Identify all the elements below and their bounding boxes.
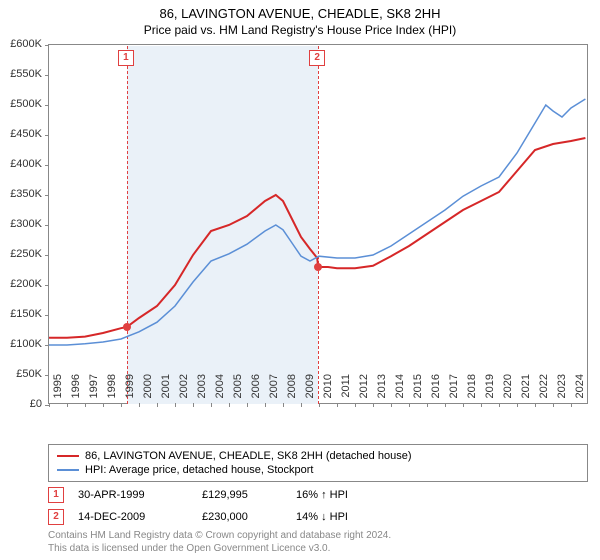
x-axis-label: 2012	[358, 374, 370, 408]
sale-dot-icon	[123, 323, 131, 331]
footer-attribution: Contains HM Land Registry data © Crown c…	[48, 530, 588, 555]
marker-icon: 2	[48, 509, 64, 525]
x-axis-label: 1996	[70, 374, 82, 408]
y-axis-label: £350K	[0, 188, 42, 200]
y-axis-label: £50K	[0, 368, 42, 380]
transaction-price: £230,000	[202, 511, 282, 523]
transaction-date: 30-APR-1999	[78, 489, 188, 501]
footer-line: This data is licensed under the Open Gov…	[48, 543, 588, 556]
x-axis-label: 2020	[502, 374, 514, 408]
plot-area	[48, 44, 588, 404]
x-axis-label: 2024	[574, 374, 586, 408]
footer-line: Contains HM Land Registry data © Crown c…	[48, 530, 588, 543]
legend-swatch	[57, 469, 79, 471]
transaction-date: 14-DEC-2009	[78, 511, 188, 523]
x-axis-label: 2006	[250, 374, 262, 408]
page-subtitle: Price paid vs. HM Land Registry's House …	[0, 21, 600, 37]
legend-item: 86, LAVINGTON AVENUE, CHEADLE, SK8 2HH (…	[57, 449, 579, 463]
x-axis-label: 2017	[448, 374, 460, 408]
x-axis-label: 2007	[268, 374, 280, 408]
x-axis-label: 2019	[484, 374, 496, 408]
x-axis-label: 1999	[124, 374, 136, 408]
transactions-table: 1 30-APR-1999 £129,995 16% ↑ HPI 2 14-DE…	[48, 484, 588, 528]
x-axis-label: 2009	[304, 374, 316, 408]
y-axis-label: £600K	[0, 38, 42, 50]
legend: 86, LAVINGTON AVENUE, CHEADLE, SK8 2HH (…	[48, 444, 588, 482]
table-row: 2 14-DEC-2009 £230,000 14% ↓ HPI	[48, 506, 588, 528]
x-axis-label: 2021	[520, 374, 532, 408]
page-title: 86, LAVINGTON AVENUE, CHEADLE, SK8 2HH	[0, 0, 600, 21]
y-axis-label: £150K	[0, 308, 42, 320]
table-row: 1 30-APR-1999 £129,995 16% ↑ HPI	[48, 484, 588, 506]
x-axis-label: 1995	[52, 374, 64, 408]
x-axis-label: 2000	[142, 374, 154, 408]
x-axis-label: 2004	[214, 374, 226, 408]
x-axis-label: 2016	[430, 374, 442, 408]
y-axis-label: £500K	[0, 98, 42, 110]
y-axis-label: £250K	[0, 248, 42, 260]
series-line	[49, 99, 585, 345]
event-marker-icon: 1	[118, 50, 134, 66]
transaction-diff: 14% ↓ HPI	[296, 511, 396, 523]
x-axis-label: 2008	[286, 374, 298, 408]
x-axis-label: 2011	[340, 374, 352, 408]
sale-dot-icon	[314, 263, 322, 271]
x-axis-label: 2014	[394, 374, 406, 408]
transaction-diff: 16% ↑ HPI	[296, 489, 396, 501]
legend-item: HPI: Average price, detached house, Stoc…	[57, 463, 579, 477]
x-axis-label: 2003	[196, 374, 208, 408]
x-axis-label: 2022	[538, 374, 550, 408]
x-axis-label: 1998	[106, 374, 118, 408]
y-axis-label: £450K	[0, 128, 42, 140]
event-marker-icon: 2	[309, 50, 325, 66]
y-axis-label: £200K	[0, 278, 42, 290]
x-axis-label: 2013	[376, 374, 388, 408]
x-axis-label: 1997	[88, 374, 100, 408]
y-axis-label: £0	[0, 398, 42, 410]
x-axis-label: 2023	[556, 374, 568, 408]
line-series-svg	[49, 45, 589, 405]
y-axis-label: £550K	[0, 68, 42, 80]
x-axis-label: 2015	[412, 374, 424, 408]
legend-label: 86, LAVINGTON AVENUE, CHEADLE, SK8 2HH (…	[85, 450, 411, 462]
x-axis-label: 2010	[322, 374, 334, 408]
x-axis-label: 2005	[232, 374, 244, 408]
x-axis-label: 2002	[178, 374, 190, 408]
y-axis-label: £100K	[0, 338, 42, 350]
y-axis-label: £300K	[0, 218, 42, 230]
legend-swatch	[57, 455, 79, 457]
chart: £0£50K£100K£150K£200K£250K£300K£350K£400…	[48, 44, 588, 404]
transaction-price: £129,995	[202, 489, 282, 501]
legend-label: HPI: Average price, detached house, Stoc…	[85, 464, 314, 476]
x-axis-label: 2018	[466, 374, 478, 408]
x-axis-label: 2001	[160, 374, 172, 408]
marker-icon: 1	[48, 487, 64, 503]
y-axis-label: £400K	[0, 158, 42, 170]
